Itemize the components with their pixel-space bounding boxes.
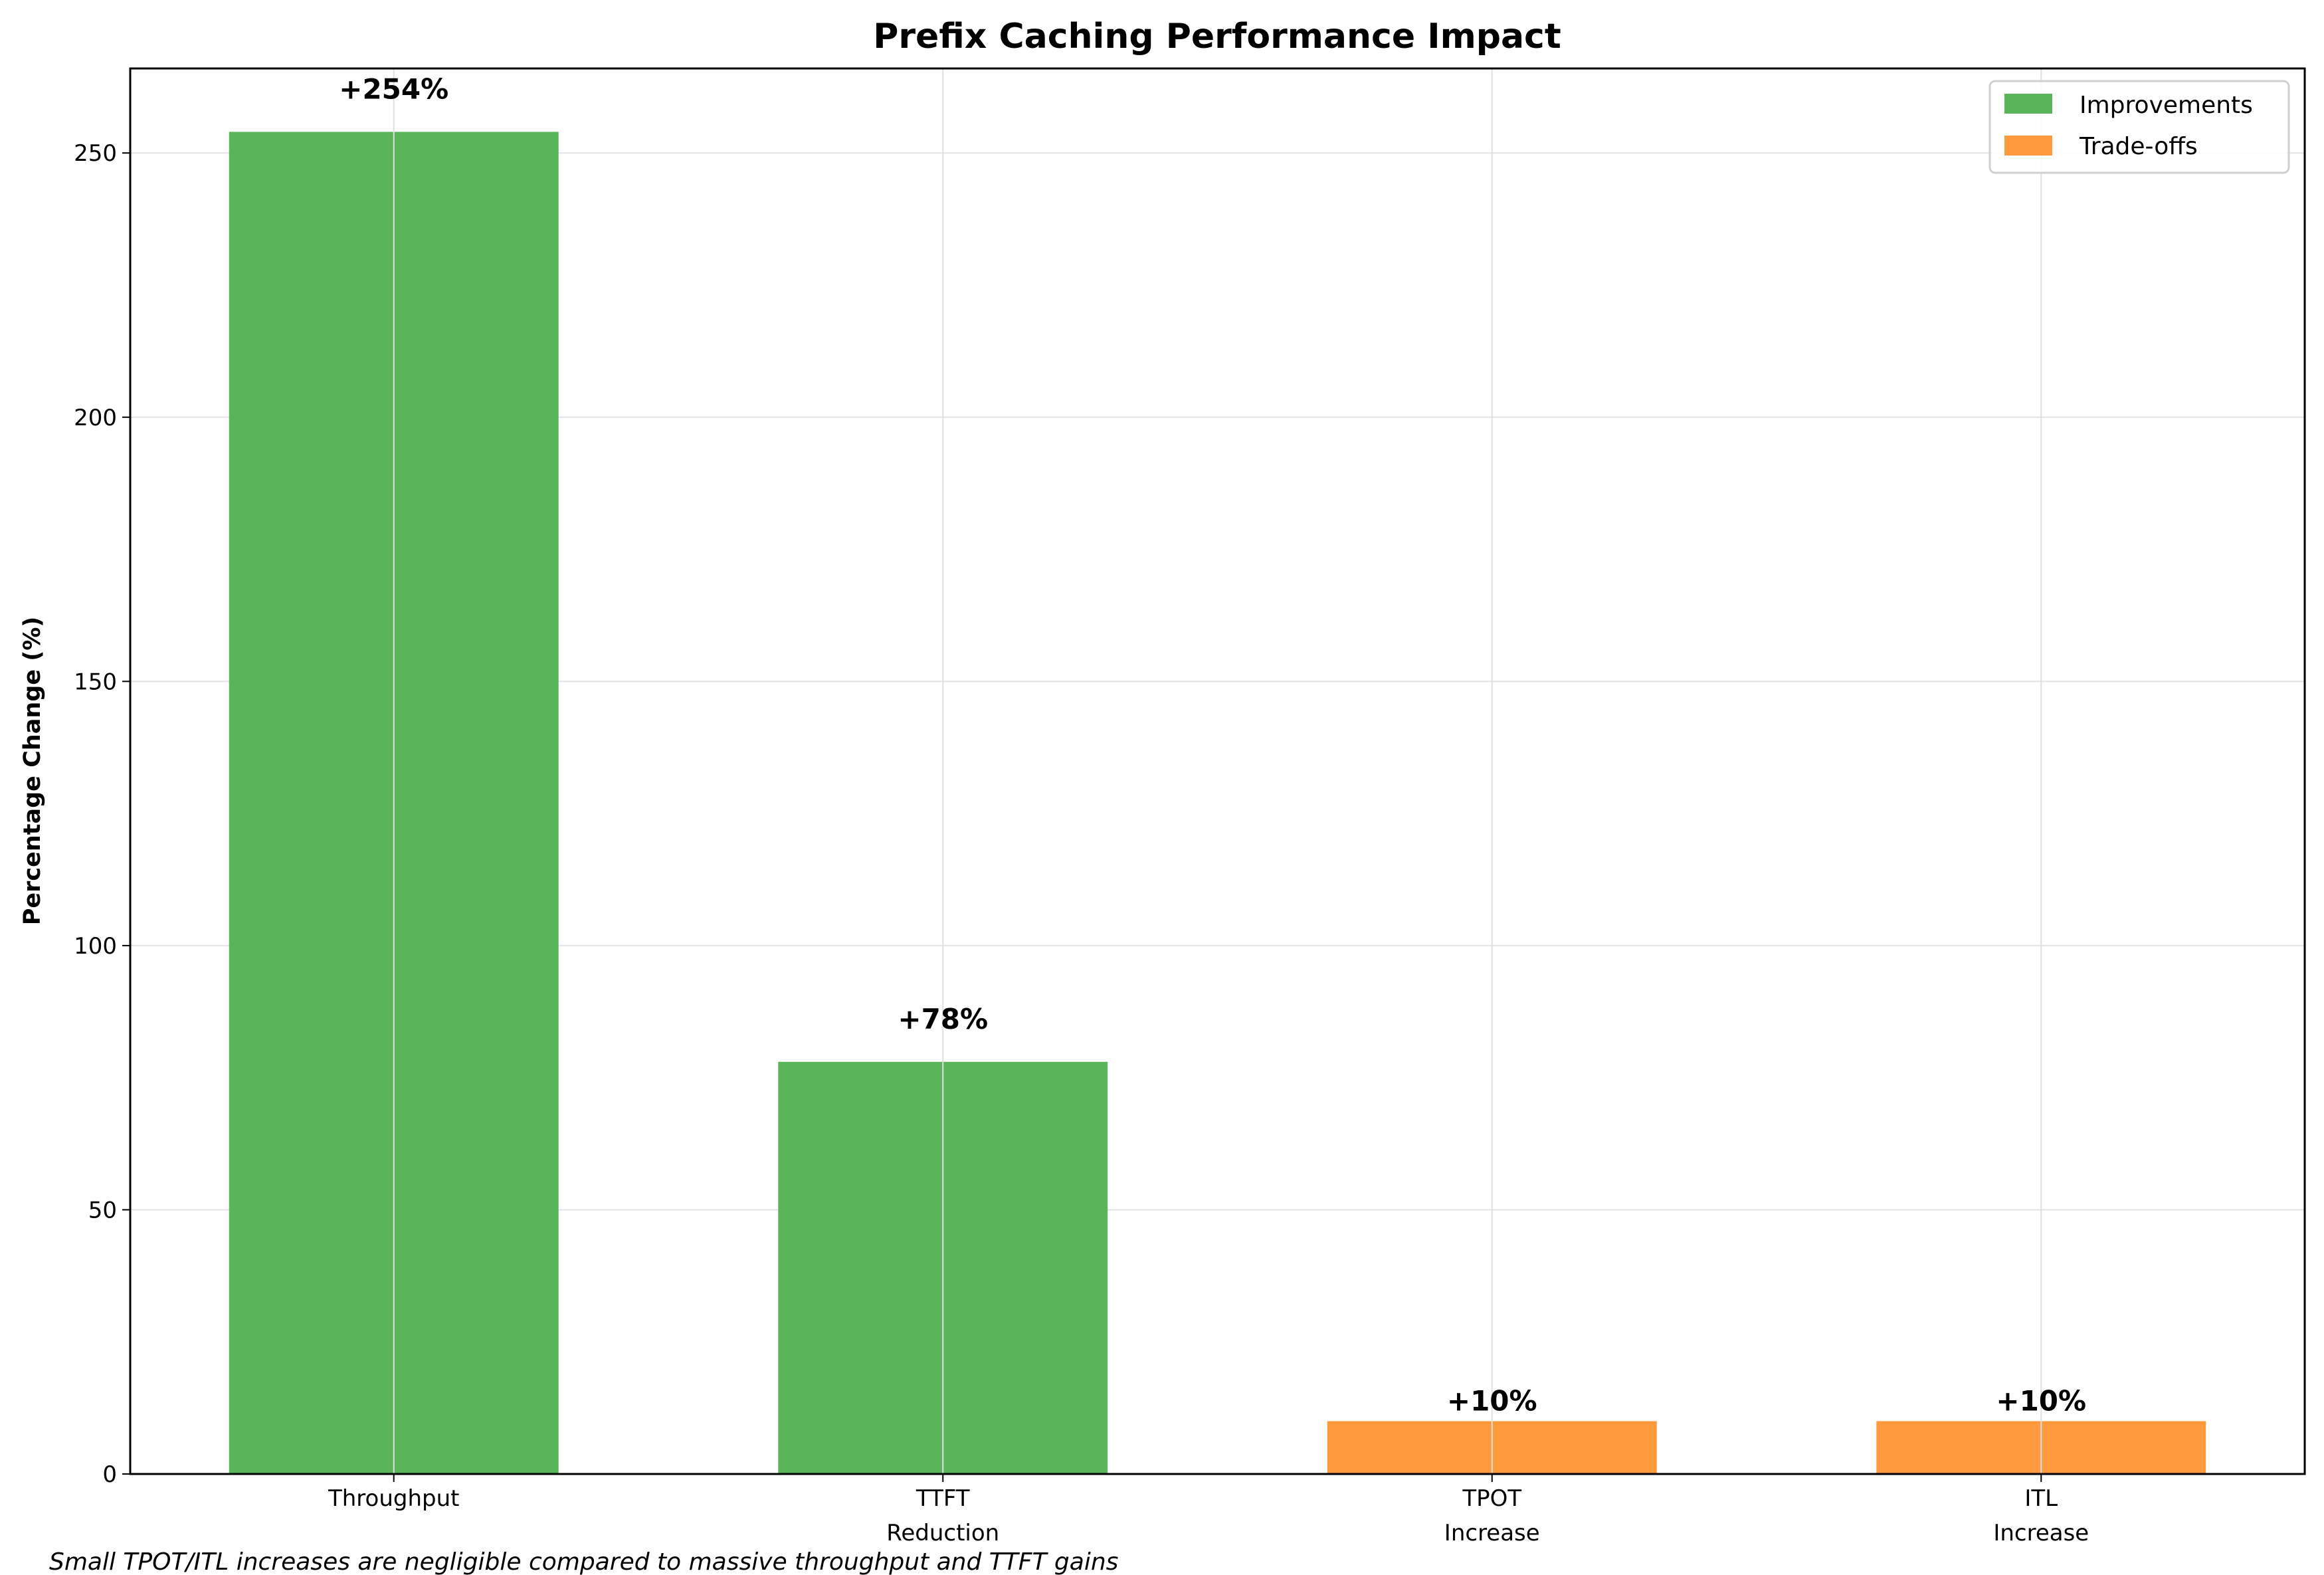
ticks: 0 50 100 150 200 250 Throughput TTFT Reduction TP…: [74, 140, 2089, 1546]
x-tick-label-line: Throughput: [328, 1485, 460, 1512]
chart-title: Prefix Caching Performance Impact: [873, 17, 1561, 56]
x-tick-label-line: TPOT: [1462, 1485, 1521, 1512]
y-axis-label: Percentage Change (%): [19, 617, 46, 926]
x-tick-label: TTFT Reduction: [886, 1485, 999, 1546]
legend-label-improvements: Improvements: [2080, 92, 2253, 119]
data-label: +10%: [1996, 1384, 2086, 1417]
x-tick-label: Throughput: [328, 1485, 460, 1512]
y-tick-label: 0: [102, 1461, 117, 1488]
x-tick-label-line: TTFT: [916, 1485, 970, 1512]
x-tick-label: ITL Increase: [1993, 1485, 2089, 1546]
plot-frame: [129, 67, 2306, 1475]
data-label: +78%: [898, 1003, 988, 1035]
data-label: +254%: [339, 72, 448, 105]
legend: Improvements Trade-offs: [1988, 80, 2290, 174]
y-tick-label: 250: [74, 140, 117, 167]
y-tick-label: 150: [74, 669, 117, 695]
x-tick-label-line: ITL: [2024, 1485, 2058, 1512]
y-tick-label: 200: [74, 405, 117, 431]
x-tick-label: TPOT Increase: [1444, 1485, 1540, 1546]
data-label: +10%: [1447, 1384, 1537, 1417]
footnote-annotation: Small TPOT/ITL increases are negligible …: [49, 1548, 1118, 1575]
x-tick-label-line: Increase: [1993, 1520, 2089, 1546]
y-tick-label: 100: [74, 933, 117, 960]
legend-label-tradeoffs: Trade-offs: [2079, 133, 2198, 160]
legend-swatch-improvements: [2004, 94, 2052, 114]
bars: [229, 68, 2206, 1474]
y-tick-label: 50: [88, 1197, 117, 1223]
x-tick-label-line: Reduction: [886, 1520, 999, 1546]
data-labels: +254% +78% +10% +10%: [339, 72, 2086, 1417]
legend-swatch-tradeoffs: [2004, 136, 2052, 156]
x-tick-label-line: Increase: [1444, 1520, 1540, 1546]
